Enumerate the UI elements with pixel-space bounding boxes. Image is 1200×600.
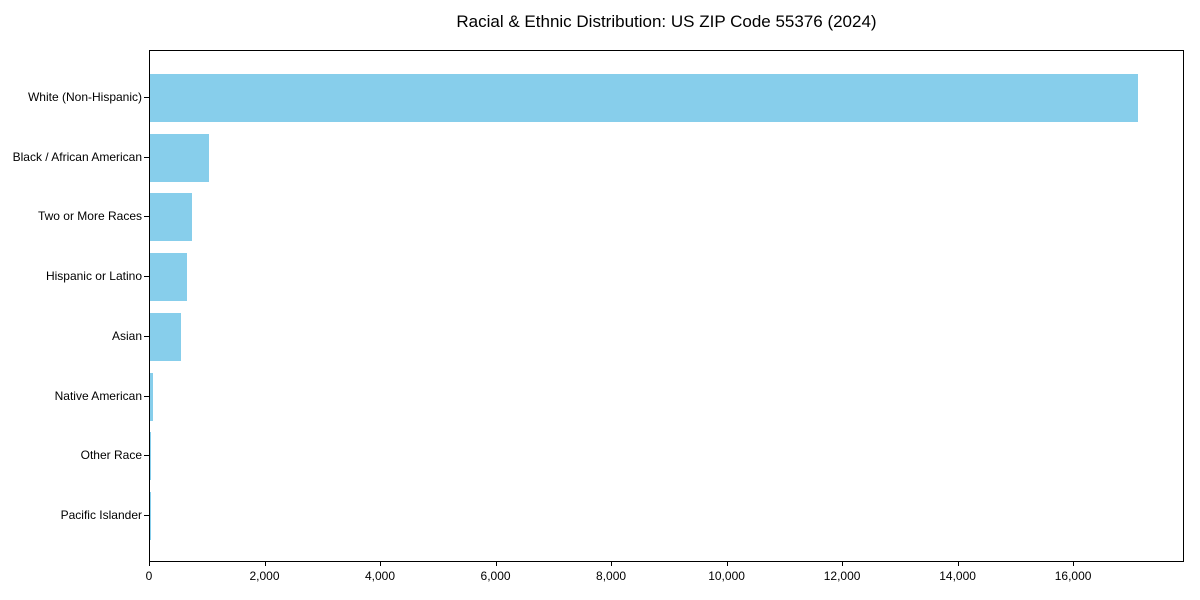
y-tick-mark xyxy=(144,276,149,278)
x-tick-label-8000: 8,000 xyxy=(596,569,627,583)
y-tick-mark xyxy=(144,97,149,98)
bar-black-african-american xyxy=(150,133,209,182)
x-tick-label-16000: 16,000 xyxy=(1054,569,1092,583)
x-tick-mark xyxy=(495,561,497,566)
x-tick-mark xyxy=(380,561,382,566)
bar-two-or-more-races xyxy=(150,193,192,242)
bar-native-american xyxy=(150,372,153,421)
x-tick-mark xyxy=(842,561,844,566)
y-tick-mark xyxy=(144,395,149,397)
bar-hispanic-or-latino xyxy=(150,253,187,302)
x-tick-mark xyxy=(726,561,728,566)
plot-area xyxy=(149,50,1184,562)
x-tick-label-2000: 2,000 xyxy=(249,569,280,583)
x-tick-label-10000: 10,000 xyxy=(708,569,745,583)
x-tick-label-6000: 6,000 xyxy=(480,569,511,583)
y-tick-mark xyxy=(144,455,149,457)
x-tick-mark xyxy=(957,561,959,566)
y-tick-label-asian: Asian xyxy=(111,328,142,343)
y-tick-label-hispanic-or-latino: Hispanic or Latino xyxy=(45,269,142,284)
x-tick-label-0: 0 xyxy=(145,569,153,583)
y-tick-label-black-african-american: Black / African American xyxy=(12,149,142,164)
bar-asian xyxy=(150,312,182,361)
y-tick-label-native-american: Native American xyxy=(54,388,142,403)
x-tick-mark xyxy=(149,561,150,566)
y-tick-label-two-or-more-races: Two or More Races xyxy=(37,209,142,224)
bar-white-non-hispanic xyxy=(150,74,1138,122)
y-tick-label-white-non-hispanic: White (Non-Hispanic) xyxy=(27,90,142,104)
x-tick-mark xyxy=(264,561,266,566)
y-tick-mark xyxy=(144,216,149,218)
x-tick-mark xyxy=(611,561,613,566)
bar-other-race xyxy=(150,432,151,481)
x-tick-label-4000: 4,000 xyxy=(365,569,396,583)
y-tick-mark xyxy=(144,335,149,337)
y-tick-mark xyxy=(144,515,149,516)
y-tick-label-pacific-islander: Pacific Islander xyxy=(60,508,142,522)
x-tick-mark xyxy=(1073,561,1075,566)
y-tick-label-other-race: Other Race xyxy=(80,448,142,463)
chart-title: Racial & Ethnic Distribution: US ZIP Cod… xyxy=(456,12,877,31)
y-tick-mark xyxy=(144,156,149,158)
x-tick-label-14000: 14,000 xyxy=(939,569,976,583)
x-tick-label-12000: 12,000 xyxy=(823,569,861,583)
